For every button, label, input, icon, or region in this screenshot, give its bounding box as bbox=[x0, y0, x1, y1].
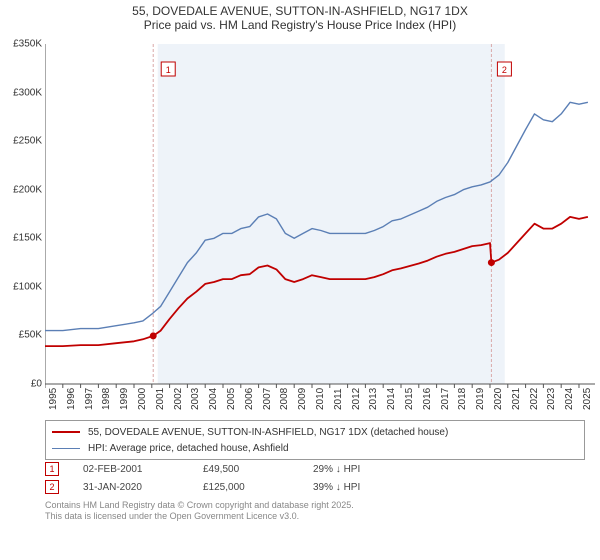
x-axis-tick-label: 2021 bbox=[511, 388, 522, 410]
legend-label: 55, DOVEDALE AVENUE, SUTTON-IN-ASHFIELD,… bbox=[88, 427, 448, 438]
x-axis-tick-label: 2023 bbox=[546, 388, 557, 410]
sale-price: £125,000 bbox=[203, 482, 303, 493]
legend: 55, DOVEDALE AVENUE, SUTTON-IN-ASHFIELD,… bbox=[45, 420, 585, 460]
x-axis-tick-label: 2019 bbox=[475, 388, 486, 410]
legend-swatch bbox=[52, 448, 80, 449]
title-subtitle: Price paid vs. HM Land Registry's House … bbox=[0, 18, 600, 32]
x-axis-tick-label: 2001 bbox=[155, 388, 166, 410]
x-axis-tick-label: 2011 bbox=[333, 388, 344, 410]
sale-date: 31-JAN-2020 bbox=[83, 482, 193, 493]
x-axis-tick-label: 2006 bbox=[244, 388, 255, 410]
x-axis-tick-label: 2014 bbox=[386, 388, 397, 410]
x-axis-tick-label: 2025 bbox=[582, 388, 593, 410]
sale-date: 02-FEB-2001 bbox=[83, 464, 193, 475]
attribution: Contains HM Land Registry data © Crown c… bbox=[45, 500, 354, 523]
x-axis-tick-label: 2012 bbox=[351, 388, 362, 410]
y-axis-tick-label: £200K bbox=[2, 184, 42, 195]
y-axis-tick-label: £150K bbox=[2, 233, 42, 244]
x-axis-tick-label: 2016 bbox=[422, 388, 433, 410]
x-axis-tick-label: 2017 bbox=[440, 388, 451, 410]
sale-price: £49,500 bbox=[203, 464, 303, 475]
sale-delta: 39% ↓ HPI bbox=[313, 482, 433, 493]
x-axis-tick-label: 2010 bbox=[315, 388, 326, 410]
x-axis-tick-label: 2018 bbox=[457, 388, 468, 410]
svg-text:2: 2 bbox=[502, 65, 507, 75]
x-axis-tick-label: 2013 bbox=[368, 388, 379, 410]
x-axis-tick-label: 1999 bbox=[119, 388, 130, 410]
y-axis-tick-label: £300K bbox=[2, 87, 42, 98]
y-axis-tick-label: £250K bbox=[2, 136, 42, 147]
x-axis-tick-label: 2024 bbox=[564, 388, 575, 410]
attribution-line2: This data is licensed under the Open Gov… bbox=[45, 511, 354, 522]
legend-label: HPI: Average price, detached house, Ashf… bbox=[88, 443, 289, 454]
title-block: 55, DOVEDALE AVENUE, SUTTON-IN-ASHFIELD,… bbox=[0, 0, 600, 34]
x-axis-tick-label: 2003 bbox=[190, 388, 201, 410]
x-axis-tick-label: 2008 bbox=[279, 388, 290, 410]
attribution-line1: Contains HM Land Registry data © Crown c… bbox=[45, 500, 354, 511]
y-axis-tick-label: £50K bbox=[2, 330, 42, 341]
x-axis-tick-label: 2022 bbox=[529, 388, 540, 410]
x-axis-tick-label: 1995 bbox=[48, 388, 59, 410]
x-axis-tick-label: 2015 bbox=[404, 388, 415, 410]
x-axis-tick-label: 2005 bbox=[226, 388, 237, 410]
x-axis-tick-label: 2020 bbox=[493, 388, 504, 410]
y-axis-tick-label: £0 bbox=[2, 379, 42, 390]
x-axis-tick-label: 2002 bbox=[173, 388, 184, 410]
legend-item: HPI: Average price, detached house, Ashf… bbox=[52, 440, 578, 456]
title-address: 55, DOVEDALE AVENUE, SUTTON-IN-ASHFIELD,… bbox=[0, 4, 600, 18]
x-axis-tick-label: 2007 bbox=[262, 388, 273, 410]
sales-table: 1 02-FEB-2001 £49,500 29% ↓ HPI 2 31-JAN-2020… bbox=[45, 460, 433, 496]
y-axis-tick-label: £100K bbox=[2, 281, 42, 292]
svg-text:1: 1 bbox=[166, 65, 171, 75]
x-axis-tick-label: 1997 bbox=[84, 388, 95, 410]
sale-row: 1 02-FEB-2001 £49,500 29% ↓ HPI bbox=[45, 460, 433, 478]
legend-item: 55, DOVEDALE AVENUE, SUTTON-IN-ASHFIELD,… bbox=[52, 424, 578, 440]
x-axis-tick-label: 2004 bbox=[208, 388, 219, 410]
chart-plot: 12 bbox=[45, 44, 595, 412]
x-axis-tick-label: 2000 bbox=[137, 388, 148, 410]
x-axis-tick-label: 1996 bbox=[66, 388, 77, 410]
sale-row: 2 31-JAN-2020 £125,000 39% ↓ HPI bbox=[45, 478, 433, 496]
sale-marker-box: 2 bbox=[45, 480, 59, 494]
legend-swatch bbox=[52, 431, 80, 433]
x-axis-tick-label: 2009 bbox=[297, 388, 308, 410]
sale-delta: 29% ↓ HPI bbox=[313, 464, 433, 475]
x-axis-tick-label: 1998 bbox=[101, 388, 112, 410]
y-axis-tick-label: £350K bbox=[2, 39, 42, 50]
chart-container: 55, DOVEDALE AVENUE, SUTTON-IN-ASHFIELD,… bbox=[0, 0, 600, 560]
sale-marker-box: 1 bbox=[45, 462, 59, 476]
